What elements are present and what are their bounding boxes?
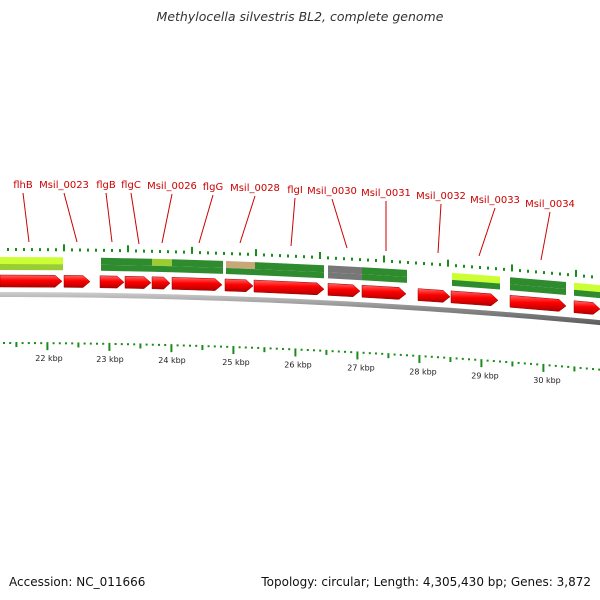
conservation-block-lower [328,272,362,281]
gene-leader-line [540,211,551,261]
conservation-block-upper [328,265,362,275]
gene-label: flgC [121,180,141,191]
conservation-block-lower [0,264,63,271]
conservation-block-upper [172,259,223,268]
gene-label: flhB [13,180,33,191]
kbp-tick-label: 28 kbp [409,367,437,376]
cds-arrow [509,295,567,312]
gene-annotation: flhB [13,180,33,243]
kbp-tick-label: 22 kbp [35,354,63,363]
gene-annotation: flgB [96,180,116,243]
conservation-block-lower [510,284,566,295]
gene-leader-line [161,193,173,244]
gene-leader-line [239,195,256,244]
conservation-block-lower [172,266,223,274]
conservation-block-lower [574,289,600,299]
gene-leader-line [105,192,113,243]
cds-arrow [417,288,451,303]
gene-annotation: Msil_0026 [147,181,197,244]
cds-arrow [224,278,254,292]
conservation-block-upper [101,257,124,266]
cds-arrow [361,284,407,300]
conservation-block-lower [255,269,324,279]
cds-arrow [124,275,152,289]
conservation-block-upper [226,260,255,270]
kbp-tick-label: 26 kbp [284,361,312,370]
gene-annotation: Msil_0033 [470,195,520,257]
conservation-block-lower [152,265,172,273]
map-title: Methylocella silvestris BL2, complete ge… [156,9,444,24]
gene-leader-line [331,198,348,249]
gene-label: flgB [96,180,116,191]
cds-arrow [99,275,125,289]
bottom-ticks-layer [3,342,600,372]
gene-leader-line [63,192,78,243]
gene-annotation: Msil_0031 [361,188,411,251]
gene-label: Msil_0033 [470,195,520,206]
gene-annotation: flgC [121,180,141,245]
accession-text: Accession: NC_011666 [9,575,146,589]
conservation-block-lower [226,267,255,276]
gene-label: Msil_0026 [147,181,197,192]
gene-leader-line [437,203,442,254]
conservation-block-upper [124,258,152,266]
kbp-tick-label: 27 kbp [347,364,375,373]
conservation-block-upper [452,272,500,284]
kbp-tick-label: 25 kbp [222,358,250,367]
conservation-block-upper [362,267,407,277]
gene-label: Msil_0031 [361,188,411,199]
gene-annotation: Msil_0030 [307,186,357,249]
kbp-scale-layer: 22 kbp 23 kbp 24 kbp 25 kbp 26 kbp 27 kbp 28 k… [35,354,561,385]
gene-label: Msil_0030 [307,186,357,197]
conservation-block-upper [152,258,172,267]
cds-arrow [450,290,499,307]
cds-arrow [573,300,600,315]
gene-leader-line [290,197,296,247]
gene-annotation: Msil_0034 [525,199,575,261]
cds-arrow [171,277,223,291]
kbp-tick-label: 30 kbp [533,376,561,385]
cds-layer [0,274,600,315]
cds-arrow [151,276,171,290]
conservation-block-upper [255,262,324,273]
gene-leader-line [130,192,140,245]
kbp-tick-label: 23 kbp [96,355,124,364]
gene-label: Msil_0028 [230,183,280,194]
gene-leader-line [478,207,496,257]
genome-backbone [0,292,600,326]
conservation-block-lower [362,274,407,283]
conservation-block-lower [124,265,152,272]
conservation-block-lower [452,279,500,290]
conservation-block-upper [510,277,566,289]
gene-labels-layer: flhB Msil_0023 flgB flgC Msil_0026 flgG Msil_0… [13,180,575,261]
gene-label: Msil_0032 [416,191,466,202]
genome-summary-text: Topology: circular; Length: 4,305,430 bp… [261,575,591,589]
conservation-blocks-layer [0,257,600,299]
gene-leader-line [198,194,214,244]
gene-annotation: flgI [287,185,303,247]
conservation-block-lower [101,264,124,272]
gene-label: Msil_0023 [39,180,89,191]
conservation-block-upper [574,282,600,293]
kbp-tick-label: 29 kbp [471,371,499,380]
cds-arrow [327,283,361,297]
kbp-tick-label: 24 kbp [158,356,186,365]
gene-annotation: Msil_0032 [416,191,466,254]
gene-label: flgG [203,182,223,193]
gene-label: flgI [287,185,303,196]
conservation-block-upper [0,257,63,265]
backbone-band [0,292,600,326]
top-ticks-layer [7,244,593,279]
gene-leader-line [22,192,30,243]
gene-annotation: Msil_0023 [39,180,89,243]
gene-annotation: Msil_0028 [230,183,280,244]
gene-label: Msil_0034 [525,199,575,210]
gene-annotation: flgG [198,182,223,244]
cds-arrow [0,274,63,288]
cds-arrow [63,275,91,288]
cds-arrow [253,279,325,296]
